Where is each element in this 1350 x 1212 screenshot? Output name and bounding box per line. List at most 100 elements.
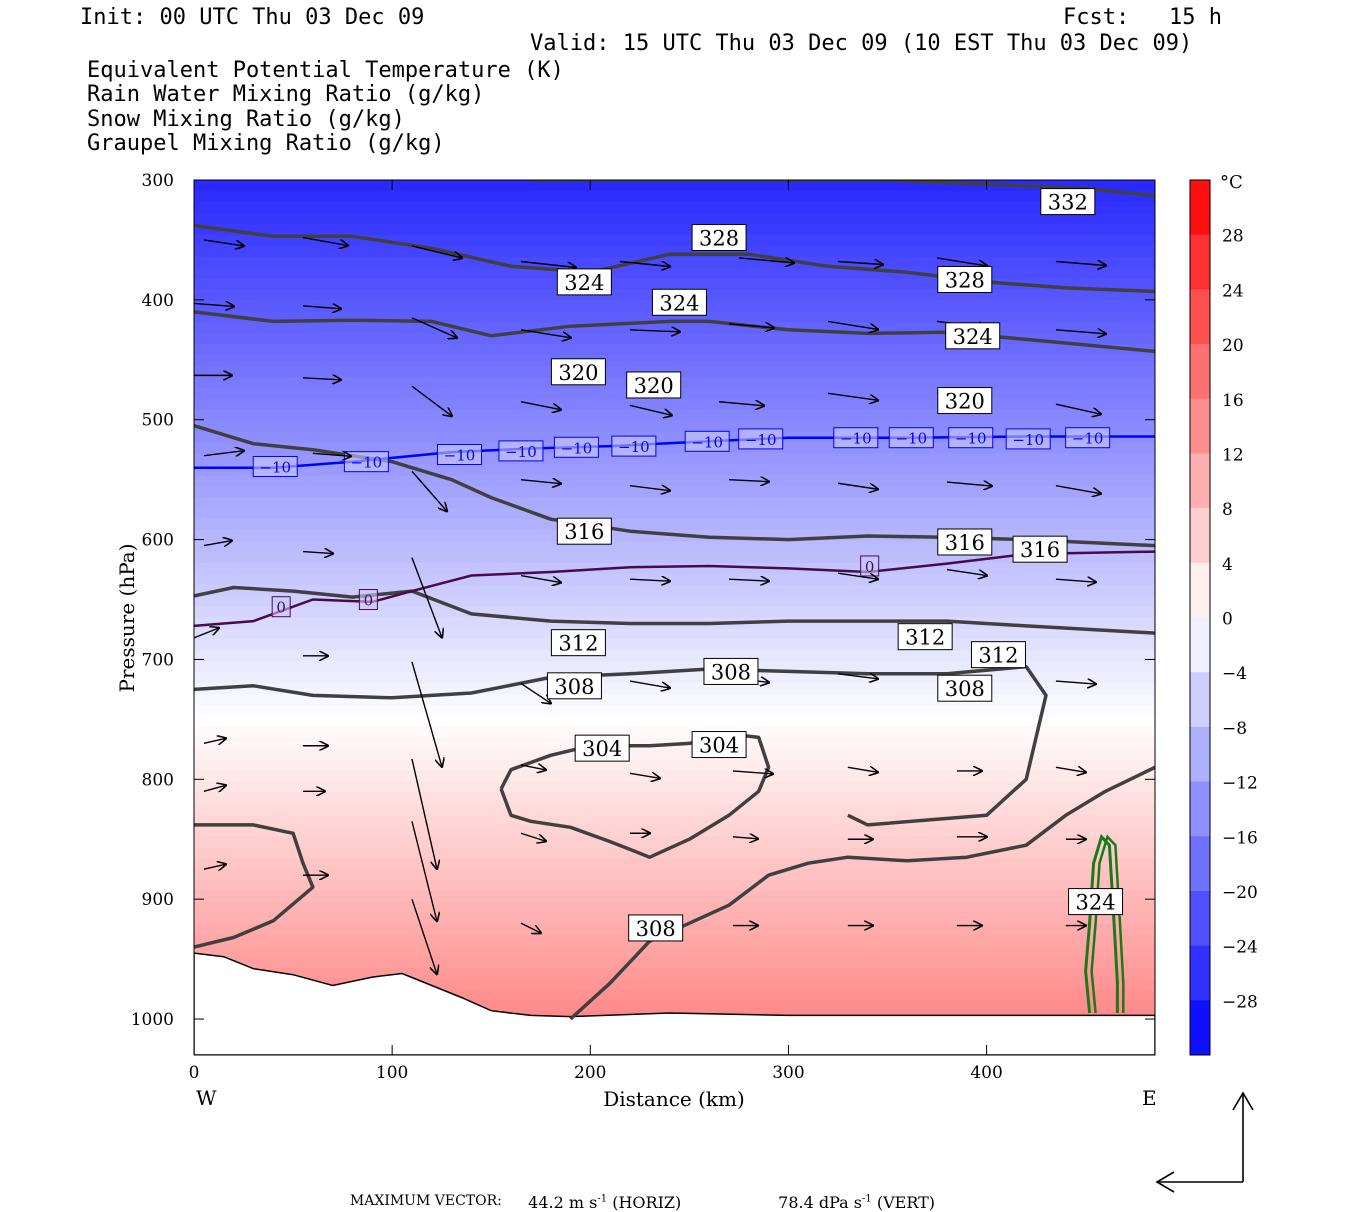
wind-vector bbox=[411, 821, 437, 921]
wind-vector bbox=[738, 257, 794, 263]
temperature-band bbox=[194, 628, 1155, 641]
x-tick-label: 200 bbox=[574, 1063, 606, 1083]
isotherm-label: −10 bbox=[948, 427, 994, 449]
colorbar-label: 4 bbox=[1222, 555, 1233, 575]
wind-vector bbox=[1055, 403, 1101, 414]
wind-vector bbox=[719, 402, 764, 406]
svg-text:−10: −10 bbox=[351, 454, 383, 472]
wind-vector bbox=[302, 378, 341, 380]
temperature-band bbox=[194, 180, 1155, 192]
svg-text:320: 320 bbox=[634, 374, 674, 398]
contour-label: 304 bbox=[691, 731, 747, 759]
y-tick-label: 500 bbox=[142, 411, 174, 431]
svg-text:0: 0 bbox=[865, 558, 875, 576]
legend-rain: Rain Water Mixing Ratio (g/kg) bbox=[87, 82, 485, 107]
temperature-band bbox=[194, 398, 1155, 411]
contour-label: 308 bbox=[937, 674, 993, 702]
wind-vector bbox=[203, 239, 244, 246]
svg-text:308: 308 bbox=[711, 660, 751, 684]
contour-label: 328 bbox=[691, 224, 747, 252]
svg-text:324: 324 bbox=[953, 325, 993, 349]
plot-frame bbox=[193, 179, 1156, 1056]
contour-label: 328 bbox=[937, 265, 993, 293]
wind-vector bbox=[837, 674, 878, 679]
svg-text:324: 324 bbox=[564, 271, 604, 295]
temperature-band bbox=[194, 836, 1155, 849]
colorbar-unit: °C bbox=[1220, 172, 1243, 193]
temperature-band bbox=[194, 322, 1155, 335]
wind-vector bbox=[411, 898, 437, 974]
isotherm-label: −10 bbox=[888, 427, 934, 449]
colorbar-segment bbox=[1190, 672, 1210, 728]
svg-text:−10: −10 bbox=[1072, 430, 1104, 448]
temperature-band bbox=[194, 672, 1155, 685]
isotherm-label: −10 bbox=[684, 430, 730, 452]
colorbar-segment bbox=[1190, 836, 1210, 892]
temperature-band bbox=[194, 519, 1155, 531]
legend-graupel: Graupel Mixing Ratio (g/kg) bbox=[87, 131, 445, 156]
wind-vector bbox=[411, 245, 462, 258]
wind-vector bbox=[312, 453, 351, 456]
temperature-band bbox=[194, 792, 1155, 805]
temperature-band bbox=[194, 967, 1155, 980]
ground-mask bbox=[194, 952, 1155, 1055]
temperature-band bbox=[194, 420, 1155, 433]
isotherm-label: −10 bbox=[553, 436, 599, 458]
temperature-band bbox=[194, 278, 1155, 291]
wind-vector bbox=[203, 864, 226, 869]
svg-text:−10: −10 bbox=[955, 430, 987, 448]
temperature-band bbox=[194, 748, 1155, 761]
svg-text:320: 320 bbox=[558, 361, 598, 385]
contour-label: 304 bbox=[574, 734, 630, 762]
colorbar-segment bbox=[1190, 453, 1210, 509]
contour-label: 324 bbox=[1068, 888, 1124, 916]
temperature-band bbox=[194, 890, 1155, 903]
temperature-band bbox=[194, 639, 1155, 652]
temperature-band bbox=[194, 781, 1155, 794]
theta-e-contour bbox=[194, 585, 1155, 635]
wind-vector bbox=[520, 401, 561, 410]
temperature-band bbox=[194, 606, 1155, 619]
isotherm-label: 0 bbox=[860, 555, 880, 577]
isotherm-label: −10 bbox=[738, 428, 784, 450]
svg-text:−10: −10 bbox=[561, 439, 593, 457]
init-time: Init: 00 UTC Thu 03 Dec 09 bbox=[80, 5, 425, 30]
temperature-band bbox=[194, 825, 1155, 838]
contour-label: 308 bbox=[703, 657, 759, 685]
temperature-band bbox=[194, 847, 1155, 860]
contour-label: 320 bbox=[937, 387, 993, 415]
contour-labels: 332 328 328 324 324 324 320 320 320 316 316 316 312 3… bbox=[546, 188, 1124, 942]
svg-text:308: 308 bbox=[636, 917, 676, 941]
wind-vector bbox=[1055, 330, 1106, 334]
svg-text:−10: −10 bbox=[1012, 431, 1044, 449]
wind-vector bbox=[1055, 484, 1101, 494]
isotherm-label: 0 bbox=[358, 589, 378, 611]
wind-vector bbox=[732, 771, 773, 774]
svg-text:−10: −10 bbox=[745, 431, 777, 449]
max-vector-horiz: 44.2 m s-1 (HORIZ) bbox=[528, 1193, 682, 1212]
isotherm-label: 0 bbox=[271, 596, 291, 618]
isotherm-label: −10 bbox=[498, 440, 544, 462]
svg-text:−10: −10 bbox=[691, 433, 723, 451]
svg-text:316: 316 bbox=[1020, 538, 1060, 562]
temperature-band bbox=[194, 978, 1155, 991]
temperature-band bbox=[194, 497, 1155, 510]
temperature-band bbox=[194, 212, 1155, 225]
wind-vector bbox=[728, 480, 769, 482]
temperature-band bbox=[194, 759, 1155, 772]
isotherm-line bbox=[194, 435, 1155, 469]
wind-vector bbox=[411, 661, 442, 767]
rain-water-contour bbox=[1084, 833, 1119, 1014]
temperature-band bbox=[194, 573, 1155, 586]
isotherm-label: −10 bbox=[833, 427, 879, 449]
wind-vector bbox=[411, 317, 457, 338]
x-tick-label: 300 bbox=[772, 1063, 804, 1083]
wind-vector bbox=[520, 260, 576, 268]
wind-vector bbox=[302, 236, 348, 246]
temperature-band bbox=[194, 190, 1155, 203]
svg-text:312: 312 bbox=[978, 644, 1018, 668]
temperature-band bbox=[194, 245, 1155, 258]
y-tick-label: 300 bbox=[142, 171, 174, 191]
x-left-label: W bbox=[196, 1086, 217, 1110]
temperature-band bbox=[194, 355, 1155, 367]
